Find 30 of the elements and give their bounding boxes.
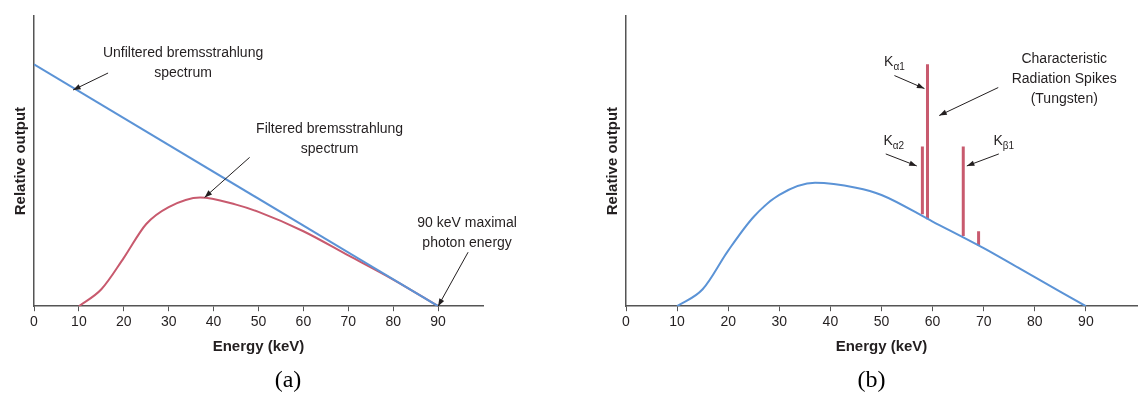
annotation: Filtered bremsstrahlung spectrum xyxy=(256,120,404,157)
x-tick-label: 50 xyxy=(873,313,890,330)
x-tick-label: 30 xyxy=(160,313,177,330)
x-tick-label: 10 xyxy=(71,313,87,330)
x-tick-label: 60 xyxy=(295,313,312,330)
x-tick-label: 60 xyxy=(924,313,941,330)
y-axis-title: Relative output xyxy=(11,106,29,216)
text: (b) xyxy=(856,366,887,393)
annotation: Characteristic Radiation Spikes (Tungsten) xyxy=(1011,50,1117,107)
x-tick-label: 70 xyxy=(975,313,992,330)
x-tick-label: 0 xyxy=(622,313,631,330)
annotation: Unfiltered bremsstrahlung spectrum xyxy=(102,43,264,80)
x-tick-label: 50 xyxy=(250,313,267,330)
y-axis-title: Relative output xyxy=(603,106,621,216)
x-tick-label: 80 xyxy=(385,313,402,330)
text: (a) xyxy=(273,366,303,393)
x-tick-label: 30 xyxy=(771,313,788,330)
x-tick-label: 10 xyxy=(669,313,686,330)
x-tick-label: 70 xyxy=(340,313,357,330)
x-tick-label: 20 xyxy=(116,313,132,330)
x-tick-label: 90 xyxy=(430,313,447,330)
x-axis-title: Energy (keV) xyxy=(835,337,928,355)
x-tick-label: 80 xyxy=(1027,313,1043,330)
x-tick-label: 20 xyxy=(720,313,737,330)
x-tick-label: 40 xyxy=(822,313,839,330)
annotation: 90 keV maximal photon energy xyxy=(417,214,517,251)
x-tick-label: 0 xyxy=(30,313,39,330)
x-tick-label: 90 xyxy=(1078,313,1094,330)
x-tick-label: 40 xyxy=(205,313,222,330)
x-axis-title: Energy (keV) xyxy=(212,337,305,355)
